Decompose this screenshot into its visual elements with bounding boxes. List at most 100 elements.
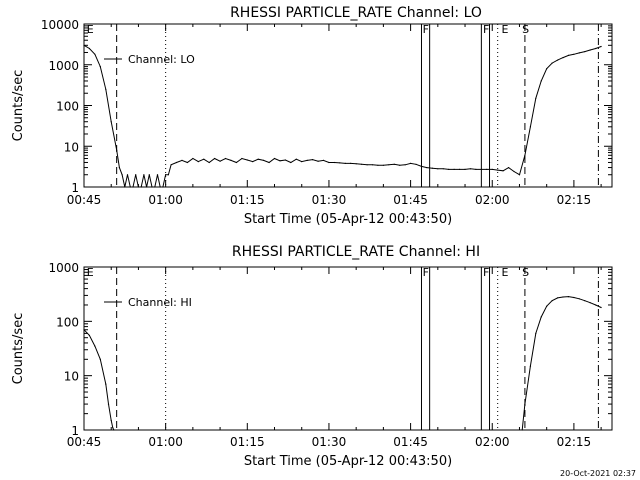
x-axis-label: Start Time (05-Apr-12 00:43:50) bbox=[244, 212, 452, 227]
data-point bbox=[224, 157, 227, 160]
timestamp-stamp: 20-Oct-2021 02:37 bbox=[560, 469, 636, 478]
marker-label: S bbox=[522, 266, 529, 279]
data-point bbox=[94, 53, 96, 55]
data-point bbox=[584, 51, 586, 53]
x-tick-label: 00:45 bbox=[67, 435, 102, 449]
data-point bbox=[116, 149, 118, 151]
data-point bbox=[361, 163, 363, 165]
data-point bbox=[268, 161, 270, 164]
data-point bbox=[284, 159, 286, 161]
data-point bbox=[502, 170, 504, 172]
data-point bbox=[469, 168, 472, 170]
data-point bbox=[595, 47, 597, 50]
data-point bbox=[399, 164, 401, 166]
data-point bbox=[83, 44, 85, 46]
marker-label: S bbox=[522, 23, 529, 36]
data-point bbox=[567, 296, 570, 298]
x-tick-label: 02:15 bbox=[557, 193, 592, 207]
data-point bbox=[600, 306, 602, 309]
data-point bbox=[154, 186, 156, 188]
data-point bbox=[137, 186, 139, 188]
data-point bbox=[595, 304, 597, 306]
data-point bbox=[540, 80, 542, 82]
data-point bbox=[410, 162, 412, 164]
data-point bbox=[230, 159, 232, 161]
data-point bbox=[151, 186, 153, 188]
data-point bbox=[480, 168, 482, 170]
data-point bbox=[524, 154, 526, 156]
data-point bbox=[99, 66, 101, 68]
data-point bbox=[99, 358, 101, 360]
data-point bbox=[263, 159, 265, 161]
data-point bbox=[344, 162, 346, 164]
x-tick-label: 02:00 bbox=[475, 193, 510, 207]
data-point bbox=[140, 186, 142, 188]
data-point bbox=[540, 316, 542, 318]
data-point bbox=[546, 305, 548, 307]
marker-label: E bbox=[502, 266, 509, 279]
data-point bbox=[148, 174, 150, 176]
data-point bbox=[551, 300, 553, 302]
series-line bbox=[83, 44, 602, 188]
data-point bbox=[170, 164, 172, 166]
data-point bbox=[208, 161, 210, 164]
data-point bbox=[535, 97, 537, 99]
data-point bbox=[431, 167, 433, 169]
data-point bbox=[529, 126, 532, 128]
data-point bbox=[94, 345, 96, 347]
data-point bbox=[175, 161, 178, 164]
data-point bbox=[328, 161, 330, 164]
data-point bbox=[181, 159, 183, 161]
x-tick-label: 01:15 bbox=[230, 193, 265, 207]
data-point bbox=[404, 164, 406, 166]
marker-label: F bbox=[483, 266, 489, 279]
data-point bbox=[453, 168, 455, 170]
data-point bbox=[88, 334, 90, 336]
data-point bbox=[508, 167, 510, 169]
data-point bbox=[88, 47, 90, 50]
lo-channel-panel: RHESSI PARTICLE_RATE Channel: LO 00:45 01:… bbox=[11, 5, 613, 227]
data-point bbox=[246, 159, 248, 161]
data-point bbox=[107, 403, 110, 405]
x-axis-label: Start Time (05-Apr-12 00:43:50) bbox=[244, 454, 452, 469]
hi-channel-panel: RHESSI PARTICLE_RATE Channel: HI 00:45 01:… bbox=[11, 244, 613, 469]
marker-label: E bbox=[502, 23, 509, 36]
data-point bbox=[573, 296, 575, 299]
data-point bbox=[578, 52, 580, 54]
data-point bbox=[118, 167, 120, 169]
data-point bbox=[306, 159, 308, 161]
data-point bbox=[557, 59, 559, 61]
data-point bbox=[167, 174, 169, 176]
data-point bbox=[121, 174, 123, 176]
marker-label: F bbox=[423, 23, 429, 36]
marker-label: E bbox=[87, 23, 94, 36]
data-point bbox=[486, 168, 488, 170]
data-point bbox=[197, 161, 199, 163]
data-point bbox=[464, 168, 466, 170]
marker-label: E bbox=[87, 266, 94, 279]
y-axis-label: Counts/sec bbox=[11, 70, 26, 142]
data-point bbox=[491, 168, 493, 170]
data-point bbox=[135, 174, 137, 176]
data-point bbox=[146, 186, 148, 188]
data-point bbox=[339, 162, 341, 164]
y-tick-label: 10000 bbox=[41, 18, 79, 32]
data-point bbox=[186, 161, 188, 164]
data-point bbox=[475, 168, 477, 170]
data-point bbox=[350, 162, 352, 164]
data-point bbox=[567, 54, 570, 57]
data-point bbox=[388, 164, 390, 166]
data-point bbox=[589, 49, 591, 51]
data-point bbox=[442, 168, 444, 170]
data-point bbox=[551, 62, 553, 64]
data-point bbox=[83, 329, 85, 331]
x-tick-label: 01:45 bbox=[393, 193, 428, 207]
marker-label: F bbox=[423, 266, 429, 279]
y-tick-label: 10 bbox=[64, 140, 79, 154]
data-point bbox=[112, 427, 114, 429]
data-point bbox=[143, 174, 145, 176]
y-tick-label: 1 bbox=[71, 424, 79, 438]
y-tick-label: 10 bbox=[64, 370, 79, 384]
data-point bbox=[437, 168, 439, 170]
